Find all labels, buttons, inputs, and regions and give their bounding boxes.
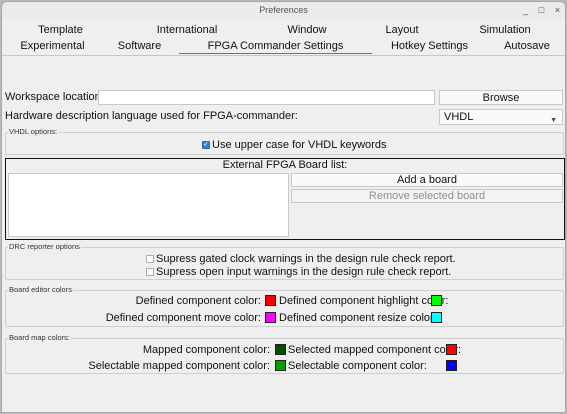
uppercase-vhdl-checkbox[interactable]: ✓ (202, 141, 210, 149)
drc-options-title: DRC reporter options (8, 242, 81, 251)
workspace-location-field[interactable] (98, 90, 435, 105)
selectable-color-label: Selectable component color: (288, 360, 427, 372)
tab-template[interactable]: Template (38, 24, 83, 36)
window-title: Preferences (259, 5, 308, 15)
hdl-selected-value: VHDL (444, 111, 474, 123)
move-color-label: Defined component move color: (105, 312, 261, 324)
tab-bar: Template International Window Layout Sim… (2, 20, 565, 56)
board-list[interactable] (8, 173, 289, 237)
defined-color-label: Defined component color: (135, 295, 261, 307)
vhdl-options-group (5, 132, 564, 155)
board-map-colors-group (5, 338, 564, 374)
drc-options-group (5, 247, 564, 280)
add-board-button[interactable]: Add a board (291, 173, 563, 187)
selectable-mapped-color-swatch[interactable] (275, 360, 286, 371)
workspace-label: Workspace location: (5, 91, 104, 103)
browse-button[interactable]: Browse (439, 90, 563, 105)
hdl-label: Hardware description language used for F… (5, 110, 298, 122)
gated-clock-checkbox[interactable] (146, 255, 154, 263)
remove-board-button[interactable]: Remove selected board (291, 189, 563, 203)
highlight-color-label: Defined component highlight color: (279, 295, 449, 307)
board-editor-colors-group (5, 290, 564, 327)
open-input-checkbox[interactable] (146, 268, 154, 276)
close-icon[interactable]: × (554, 5, 561, 15)
vhdl-options-title: VHDL options: (8, 127, 59, 136)
tab-fpga-commander-settings[interactable]: FPGA Commander Settings (179, 38, 372, 54)
board-map-colors-title: Board map colors: (8, 333, 71, 342)
tab-autosave[interactable]: Autosave (504, 40, 550, 52)
open-input-label: Supress open input warnings in the desig… (156, 266, 452, 278)
tab-window[interactable]: Window (287, 24, 327, 36)
resize-color-swatch[interactable] (431, 312, 442, 323)
board-list-group (5, 158, 565, 240)
tab-layout[interactable]: Layout (385, 24, 419, 36)
title-bar: Preferences _ □ × (2, 2, 565, 20)
board-editor-colors-title: Board editor colors (8, 285, 73, 294)
minimize-icon[interactable]: _ (522, 5, 528, 15)
defined-color-swatch[interactable] (265, 295, 276, 306)
board-list-title: External FPGA Board list: (222, 159, 348, 171)
mapped-color-swatch[interactable] (275, 344, 286, 355)
tab-experimental[interactable]: Experimental (20, 40, 85, 52)
selectable-mapped-color-label: Selectable mapped component color: (88, 360, 270, 372)
selected-mapped-color-label: Selected mapped component color: (288, 344, 462, 356)
chevron-down-icon: ▼ (550, 117, 557, 124)
resize-color-label: Defined component resize color: (279, 312, 437, 324)
hdl-select[interactable]: VHDL ▼ (439, 109, 563, 125)
gated-clock-label: Supress gated clock warnings in the desi… (156, 253, 456, 265)
tab-international[interactable]: International (156, 24, 218, 36)
maximize-icon[interactable]: □ (538, 5, 545, 15)
uppercase-vhdl-label: Use upper case for VHDL keywords (212, 139, 387, 151)
tab-divider (2, 55, 565, 56)
tab-software[interactable]: Software (117, 40, 162, 52)
selected-mapped-color-swatch[interactable] (446, 344, 457, 355)
mapped-color-label: Mapped component color: (142, 344, 270, 356)
highlight-color-swatch[interactable] (431, 295, 442, 306)
tab-simulation[interactable]: Simulation (479, 24, 531, 36)
selectable-color-swatch[interactable] (446, 360, 457, 371)
tab-hotkey-settings[interactable]: Hotkey Settings (390, 40, 469, 52)
move-color-swatch[interactable] (265, 312, 276, 323)
